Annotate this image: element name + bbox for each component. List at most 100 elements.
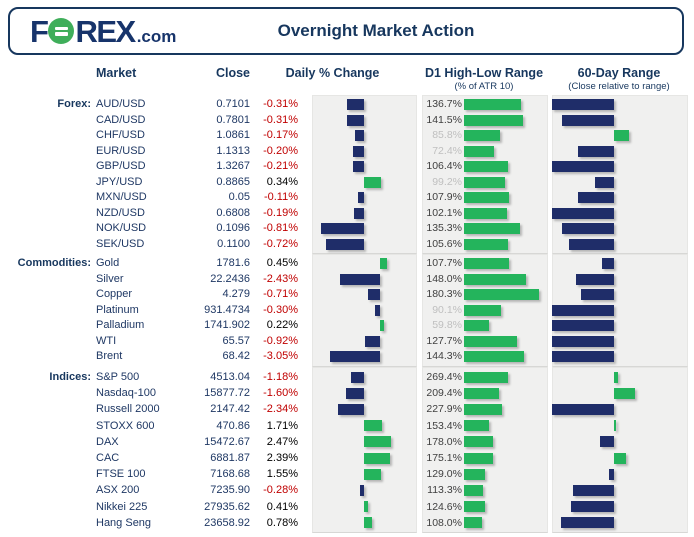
market-label: Platinum <box>96 303 139 316</box>
range60-cell <box>552 401 686 417</box>
close-value: 1.3267 <box>216 160 250 172</box>
d1-bar-area <box>464 515 546 531</box>
daily-change-bar <box>345 387 364 399</box>
d1-range-bar <box>464 351 525 363</box>
table-row: JPY/USD 0.8865 0.34% 99.2% <box>0 175 694 191</box>
d1-range-cell: 127.7% <box>422 334 546 350</box>
d1-value: 102.1% <box>426 206 462 219</box>
section-label <box>0 113 96 129</box>
range60-cell <box>552 349 686 365</box>
market-label: DAX <box>96 435 119 448</box>
daily-change-bar-cell <box>312 159 415 175</box>
d1-range-cell: 59.8% <box>422 318 546 334</box>
d1-bar-area <box>464 206 546 222</box>
daily-change-bar <box>353 145 364 157</box>
section-label: Commodities: <box>17 257 91 269</box>
market-label: Brent <box>96 350 123 362</box>
range60-cell <box>552 385 686 401</box>
close-value: 23658.92 <box>204 516 250 529</box>
market-label: GBP/USD <box>96 160 146 172</box>
d1-range-cell: 144.3% <box>422 349 546 365</box>
range60-bar <box>601 258 614 270</box>
range60-cell <box>552 466 686 482</box>
table-row: Commodities: Gold 1781.6 0.45% 107.7% <box>0 256 694 272</box>
close-value: 1.1313 <box>216 144 250 157</box>
range60-bar <box>569 238 614 250</box>
market-label: MXN/USD <box>96 191 147 203</box>
d1-value: 153.4% <box>426 419 462 432</box>
close-value: 1781.6 <box>216 257 250 269</box>
daily-change-bar-cell <box>312 175 415 191</box>
range60-bar <box>614 420 617 432</box>
d1-bar-area <box>464 97 546 113</box>
daily-change-bar <box>363 436 391 448</box>
d1-bar-area <box>464 159 546 175</box>
d1-bar-area <box>464 466 546 482</box>
range60-cell <box>552 334 686 350</box>
section-label <box>0 334 96 350</box>
daily-change-bar <box>357 192 364 204</box>
d1-value: 106.4% <box>426 160 462 172</box>
daily-change-bar-cell <box>312 466 415 482</box>
d1-value: 136.7% <box>426 98 462 110</box>
daily-pct-value: 2.39% <box>266 451 298 464</box>
daily-pct-value: -3.05% <box>263 350 298 362</box>
logo-text-rex: REX <box>75 13 136 49</box>
close-value: 27935.62 <box>204 500 250 513</box>
d1-value: 108.0% <box>426 516 462 529</box>
d1-range-cell: 269.4% <box>422 369 546 385</box>
section-label <box>0 450 96 466</box>
market-label: S&P 500 <box>96 371 140 383</box>
logo-o-icon <box>48 18 75 44</box>
range60-bar <box>552 403 614 415</box>
range60-bar <box>552 161 614 173</box>
market-label: FTSE 100 <box>96 468 146 481</box>
section-label <box>0 318 96 334</box>
daily-pct-value: -0.17% <box>263 129 298 141</box>
d1-range-bar <box>464 114 523 126</box>
close-value: 0.7801 <box>216 113 250 126</box>
daily-pct-value: -0.11% <box>263 191 298 203</box>
d1-bar-area <box>464 450 546 466</box>
column-header-d1-high-low-range: D1 High-Low Range <box>424 66 544 80</box>
d1-range-bar <box>464 320 489 332</box>
close-value: 7168.68 <box>210 468 250 481</box>
close-value: 0.05 <box>228 191 250 203</box>
daily-change-bar <box>375 304 380 316</box>
d1-range-bar <box>464 273 526 285</box>
d1-range-cell: 135.3% <box>422 221 546 237</box>
d1-value: 59.8% <box>432 319 462 331</box>
market-label: WTI <box>96 334 117 347</box>
market-label: CAD/USD <box>96 113 146 126</box>
d1-value: 113.3% <box>427 484 462 497</box>
section-indices: Indices: S&P 500 4513.04 -1.18% 269.4% Nasdaq… <box>0 367 694 533</box>
daily-pct-value: -0.72% <box>263 237 298 250</box>
daily-pct-value: -0.19% <box>263 206 298 219</box>
range60-cell <box>552 221 686 237</box>
d1-range-cell: 108.0% <box>422 515 546 531</box>
d1-bar-area <box>464 334 546 350</box>
column-header-close: Close <box>215 66 250 80</box>
range60-cell <box>552 256 686 272</box>
daily-change-bar <box>347 99 364 111</box>
d1-range-cell: 102.1% <box>422 206 546 222</box>
logo-text-f: F <box>30 13 49 49</box>
d1-value: 124.6% <box>426 500 462 513</box>
d1-range-cell: 129.0% <box>422 466 546 482</box>
close-value: 0.7101 <box>216 98 250 110</box>
close-value: 2147.42 <box>210 403 250 416</box>
daily-change-bar-cell <box>312 303 415 319</box>
close-value: 65.57 <box>222 334 250 347</box>
range60-bar <box>561 223 614 235</box>
section-label: Indices: <box>49 371 91 383</box>
d1-bar-area <box>464 190 546 206</box>
daily-pct-value: -0.92% <box>263 334 298 347</box>
daily-change-bar <box>363 452 390 464</box>
daily-change-bar-cell <box>312 450 415 466</box>
d1-range-bar <box>464 289 539 301</box>
range60-cell <box>552 499 686 515</box>
section-label <box>0 482 96 498</box>
logo-text-tld: .com <box>136 26 177 46</box>
section-label <box>0 385 96 401</box>
